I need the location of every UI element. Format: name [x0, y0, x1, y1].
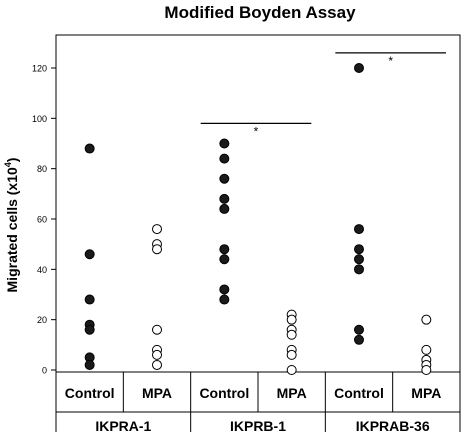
y-tick-label: 100	[32, 114, 47, 124]
control-point	[219, 193, 230, 204]
mpa-point	[152, 224, 162, 235]
control-point	[354, 63, 364, 73]
control-point	[219, 254, 230, 265]
significance-markers: **	[200, 52, 446, 138]
condition-label: MPA	[411, 385, 441, 401]
cell-line-label: IKPRB-1	[230, 418, 286, 434]
condition-label: MPA	[277, 385, 307, 401]
mpa-point	[152, 359, 162, 370]
data-points	[84, 63, 432, 375]
control-point	[219, 153, 230, 164]
y-tick-label: 20	[37, 315, 47, 325]
mpa-point	[421, 314, 432, 325]
condition-label: Control	[334, 385, 384, 401]
plot-area	[55, 34, 461, 373]
condition-label: Control	[199, 385, 249, 401]
significance-star: *	[254, 124, 259, 138]
mpa-point	[152, 349, 162, 360]
mpa-point	[286, 329, 297, 340]
control-point	[219, 284, 230, 295]
x-axis-labels: Control MPA IKPRA-1 Control MPA IKPRB-1 Contro…	[65, 385, 442, 434]
significance-star: *	[388, 54, 393, 68]
mpa-point	[152, 324, 162, 335]
y-axis-label: Migrated cells (x104)	[3, 158, 20, 293]
y-axis: 0 20 40 60 80 100 120	[32, 64, 56, 376]
group-dividers	[55, 372, 461, 432]
control-point	[84, 294, 95, 305]
control-point	[219, 173, 230, 184]
control-point	[84, 249, 95, 260]
y-tick-label: 0	[42, 366, 47, 376]
condition-label: Control	[65, 385, 115, 401]
control-point	[354, 264, 364, 275]
control-point	[354, 334, 364, 345]
control-point	[219, 244, 230, 255]
control-point	[84, 324, 95, 335]
control-point	[219, 294, 230, 305]
mpa-point	[421, 344, 432, 355]
mpa-point	[421, 365, 432, 375]
control-point	[354, 324, 364, 335]
mpa-point	[286, 365, 297, 375]
y-axis-label-close: )	[4, 158, 20, 163]
control-point	[354, 244, 364, 255]
y-axis-label-sup: 4	[3, 162, 13, 167]
y-tick-label: 60	[37, 215, 47, 225]
control-point	[84, 359, 95, 370]
cell-line-label: IKPRAB-36	[356, 418, 430, 434]
y-tick-label: 40	[37, 265, 47, 275]
cell-line-label: IKPRA-1	[95, 418, 151, 434]
control-point	[84, 143, 95, 154]
mpa-point	[286, 314, 297, 325]
mpa-point	[152, 244, 162, 255]
control-point	[219, 203, 230, 214]
control-point	[354, 224, 364, 235]
control-point	[219, 138, 230, 149]
chart-title: Modified Boyden Assay	[164, 3, 356, 22]
y-axis-label-main: Migrated cells (x10	[4, 167, 20, 292]
mpa-point	[286, 349, 297, 360]
y-tick-label: 120	[32, 64, 47, 74]
control-point	[354, 254, 364, 265]
condition-label: MPA	[142, 385, 172, 401]
y-tick-label: 80	[37, 164, 47, 174]
